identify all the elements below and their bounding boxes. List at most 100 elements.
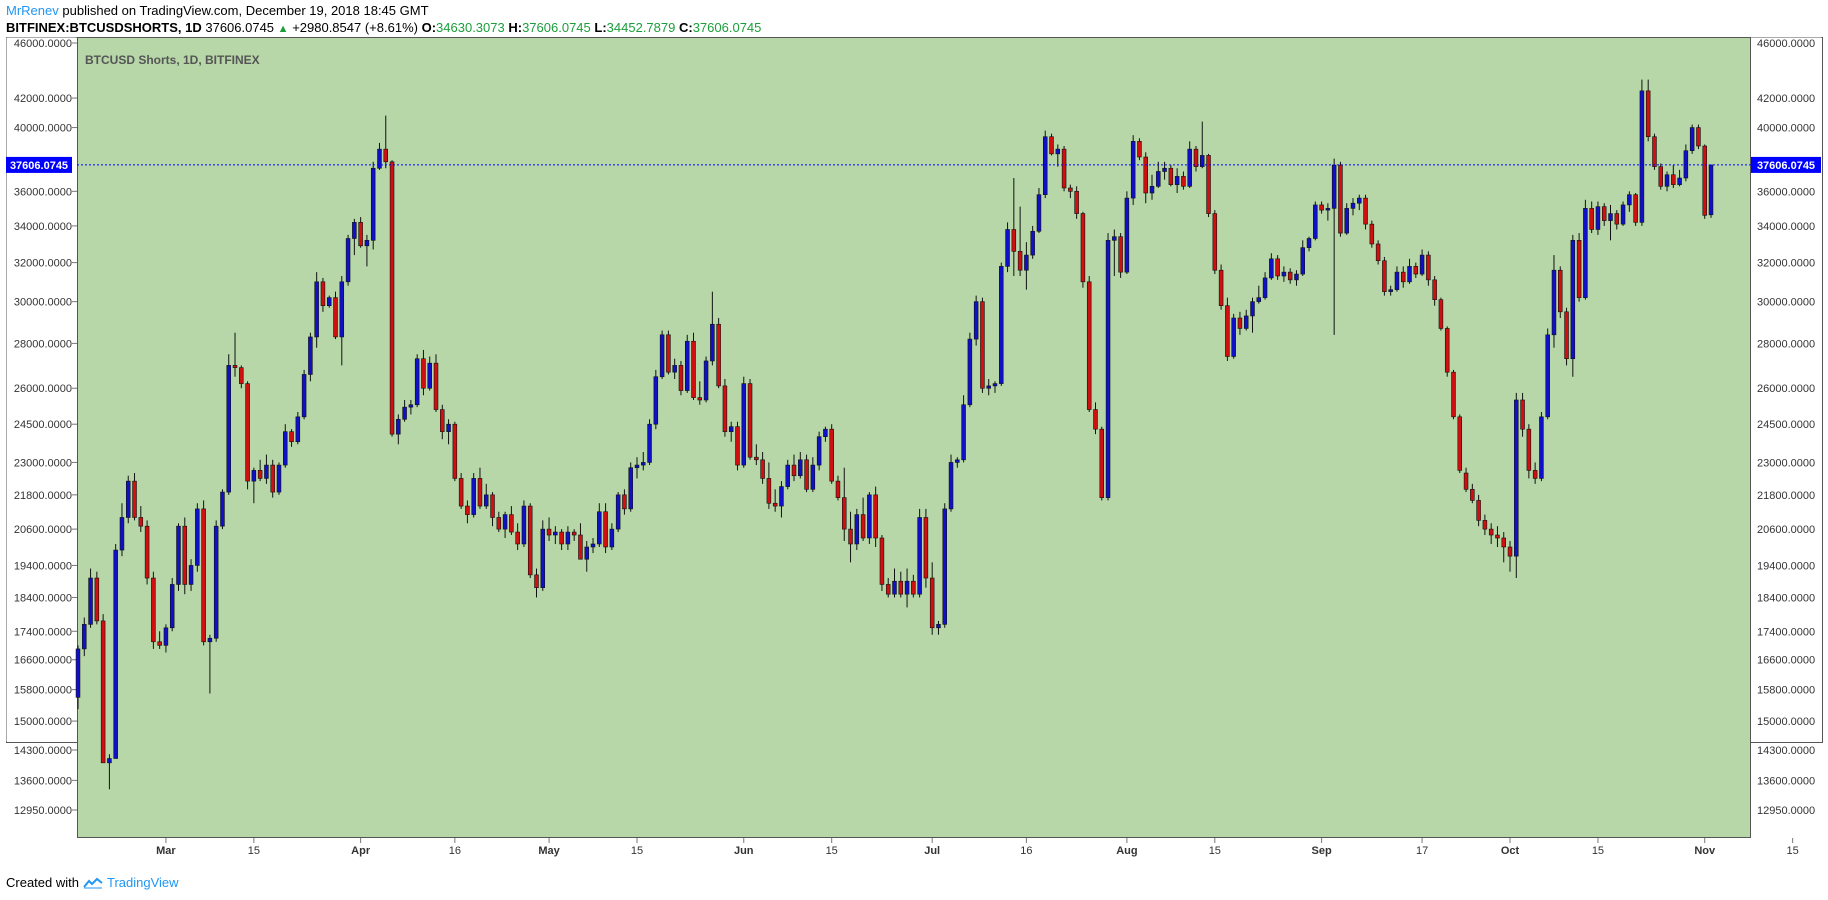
candle[interactable]: [1118, 233, 1123, 278]
candle[interactable]: [854, 508, 860, 551]
candle[interactable]: [1369, 220, 1375, 248]
candle[interactable]: [1664, 171, 1670, 192]
candle[interactable]: [1300, 240, 1305, 276]
candle[interactable]: [226, 354, 231, 495]
candle[interactable]: [779, 481, 784, 518]
candle[interactable]: [1501, 532, 1506, 563]
candle[interactable]: [741, 376, 747, 468]
candle[interactable]: [672, 358, 677, 380]
candle[interactable]: [597, 503, 602, 547]
candle[interactable]: [1206, 153, 1211, 218]
candle[interactable]: [113, 543, 118, 759]
candle[interactable]: [446, 419, 451, 445]
candle[interactable]: [477, 467, 483, 509]
candle[interactable]: [1099, 426, 1105, 501]
candle[interactable]: [1143, 152, 1148, 204]
candle[interactable]: [1438, 297, 1444, 331]
candle[interactable]: [603, 503, 608, 554]
candle[interactable]: [816, 431, 822, 471]
candle[interactable]: [691, 332, 696, 400]
candle[interactable]: [1595, 201, 1601, 235]
candle[interactable]: [427, 356, 432, 391]
candle[interactable]: [1526, 424, 1532, 479]
candle[interactable]: [1212, 210, 1218, 275]
candle[interactable]: [967, 332, 973, 408]
candle[interactable]: [509, 506, 514, 536]
candle[interactable]: [1357, 194, 1362, 211]
candle[interactable]: [848, 511, 853, 563]
candle[interactable]: [622, 489, 627, 515]
candle[interactable]: [1407, 258, 1412, 284]
candle[interactable]: [220, 489, 225, 530]
candle[interactable]: [1250, 297, 1255, 333]
candle[interactable]: [1017, 206, 1023, 276]
candle[interactable]: [1042, 130, 1048, 199]
candle[interactable]: [1061, 146, 1067, 192]
candle[interactable]: [1564, 307, 1569, 366]
candle[interactable]: [1388, 285, 1393, 296]
candle[interactable]: [1426, 251, 1431, 286]
candle[interactable]: [1463, 467, 1469, 493]
candle[interactable]: [232, 332, 238, 377]
candle[interactable]: [842, 467, 847, 541]
candle[interactable]: [647, 419, 652, 466]
candle[interactable]: [1689, 124, 1695, 154]
candle[interactable]: [295, 411, 301, 445]
candle[interactable]: [1049, 133, 1054, 156]
candle[interactable]: [1105, 233, 1111, 501]
candle[interactable]: [1413, 262, 1419, 278]
candle[interactable]: [402, 399, 407, 422]
candle[interactable]: [559, 529, 564, 551]
candle[interactable]: [565, 526, 571, 551]
candle[interactable]: [107, 754, 112, 790]
candle[interactable]: [1262, 272, 1268, 300]
candle[interactable]: [251, 467, 257, 504]
candle[interactable]: [1589, 201, 1594, 234]
candle[interactable]: [885, 578, 891, 598]
candle[interactable]: [270, 459, 275, 498]
candle[interactable]: [1181, 171, 1186, 190]
candle[interactable]: [961, 395, 966, 463]
candle[interactable]: [301, 369, 307, 420]
candle[interactable]: [1532, 462, 1538, 484]
candle[interactable]: [1294, 270, 1299, 286]
candle[interactable]: [326, 295, 332, 308]
candle[interactable]: [666, 330, 671, 375]
candle[interactable]: [1652, 133, 1657, 170]
candle[interactable]: [1086, 275, 1092, 412]
candle[interactable]: [1024, 242, 1029, 290]
candle[interactable]: [785, 459, 790, 490]
candle[interactable]: [1174, 168, 1180, 194]
candle[interactable]: [490, 492, 495, 527]
candle[interactable]: [590, 537, 596, 554]
candle[interactable]: [798, 451, 803, 479]
candle[interactable]: [659, 330, 665, 380]
candle[interactable]: [1520, 392, 1525, 437]
candle[interactable]: [1137, 138, 1142, 161]
candle[interactable]: [201, 500, 206, 646]
candle[interactable]: [276, 462, 282, 495]
candle[interactable]: [703, 356, 709, 403]
candle[interactable]: [1451, 369, 1456, 420]
candle[interactable]: [396, 414, 401, 445]
candle[interactable]: [333, 291, 338, 340]
candle[interactable]: [484, 483, 489, 509]
candle[interactable]: [823, 426, 828, 442]
candle[interactable]: [1218, 264, 1224, 310]
candle[interactable]: [1639, 79, 1645, 226]
candle[interactable]: [829, 424, 834, 484]
candle[interactable]: [923, 508, 929, 588]
candle[interactable]: [1677, 169, 1682, 187]
candle[interactable]: [1243, 309, 1249, 331]
candle[interactable]: [615, 492, 621, 533]
candle[interactable]: [1633, 193, 1638, 226]
candle[interactable]: [1576, 233, 1582, 302]
candle[interactable]: [213, 520, 219, 642]
candle[interactable]: [1432, 275, 1437, 306]
candle[interactable]: [125, 475, 131, 524]
candle[interactable]: [94, 571, 100, 625]
candle[interactable]: [1482, 514, 1488, 536]
candle[interactable]: [653, 369, 659, 430]
candle[interactable]: [352, 218, 357, 256]
candle[interactable]: [1338, 161, 1343, 237]
